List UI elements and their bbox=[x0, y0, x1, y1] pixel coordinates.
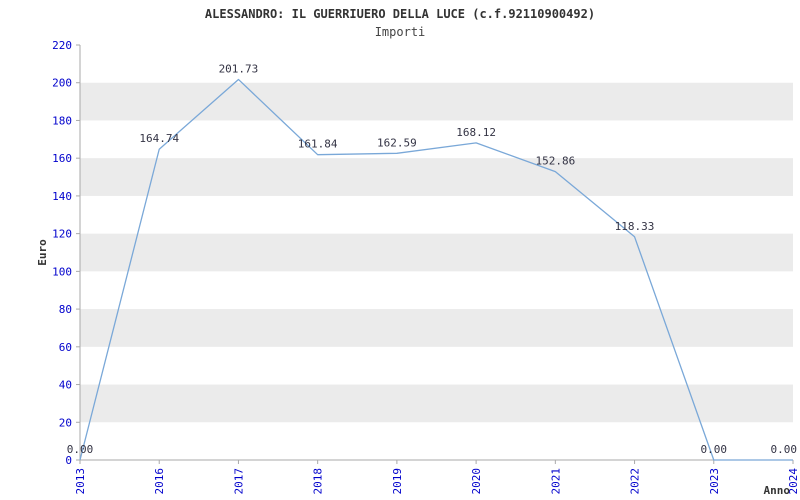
y-tick-label: 160 bbox=[52, 152, 72, 165]
data-point-label: 161.84 bbox=[298, 138, 338, 151]
x-tick-label: 2013 bbox=[74, 468, 87, 495]
grid-band bbox=[80, 384, 793, 423]
grid-band bbox=[80, 233, 793, 272]
x-tick-label: 2021 bbox=[549, 468, 562, 495]
data-point-label: 0.00 bbox=[67, 443, 94, 456]
y-tick-label: 140 bbox=[52, 190, 72, 203]
y-tick-label: 60 bbox=[59, 341, 72, 354]
chart-subtitle: Importi bbox=[374, 25, 426, 39]
y-tick-label: 120 bbox=[52, 228, 72, 241]
data-point-label: 164.74 bbox=[139, 132, 179, 145]
x-tick-label: 2023 bbox=[708, 468, 721, 495]
y-tick-label: 80 bbox=[59, 303, 72, 316]
y-tick-label: 0 bbox=[65, 454, 72, 467]
grid-band bbox=[80, 82, 793, 121]
y-tick-label: 100 bbox=[52, 265, 72, 278]
data-point-label: 0.00 bbox=[771, 443, 798, 456]
y-tick-label: 40 bbox=[59, 379, 72, 392]
x-tick-label: 2022 bbox=[629, 468, 642, 495]
x-tick-label: 2019 bbox=[391, 468, 404, 495]
y-tick-label: 200 bbox=[52, 77, 72, 90]
y-axis-title: Euro bbox=[36, 239, 49, 266]
data-line bbox=[79, 78, 793, 461]
data-point-label: 168.12 bbox=[456, 126, 496, 139]
x-tick-label: 2016 bbox=[153, 468, 166, 495]
data-point-label: 162.59 bbox=[377, 136, 417, 149]
x-tick-label: 2024 bbox=[787, 468, 800, 495]
y-tick-label: 20 bbox=[59, 416, 72, 429]
chart-title: ALESSANDRO: IL GUERRIUERO DELLA LUCE (c.… bbox=[204, 7, 596, 21]
x-tick-label: 2017 bbox=[232, 468, 245, 495]
x-axis-title: Anno bbox=[764, 484, 791, 497]
data-point-label: 201.73 bbox=[219, 62, 259, 75]
x-tick-label: 2018 bbox=[312, 468, 325, 495]
grid-band bbox=[80, 309, 793, 347]
x-tick-label: 2020 bbox=[470, 468, 483, 495]
data-point-label: 118.33 bbox=[615, 220, 655, 233]
y-tick-label: 180 bbox=[52, 114, 72, 127]
data-point-label: 152.86 bbox=[535, 155, 575, 168]
y-tick-label: 220 bbox=[52, 39, 72, 52]
grid-band bbox=[80, 158, 793, 196]
data-point-label: 0.00 bbox=[701, 443, 728, 456]
